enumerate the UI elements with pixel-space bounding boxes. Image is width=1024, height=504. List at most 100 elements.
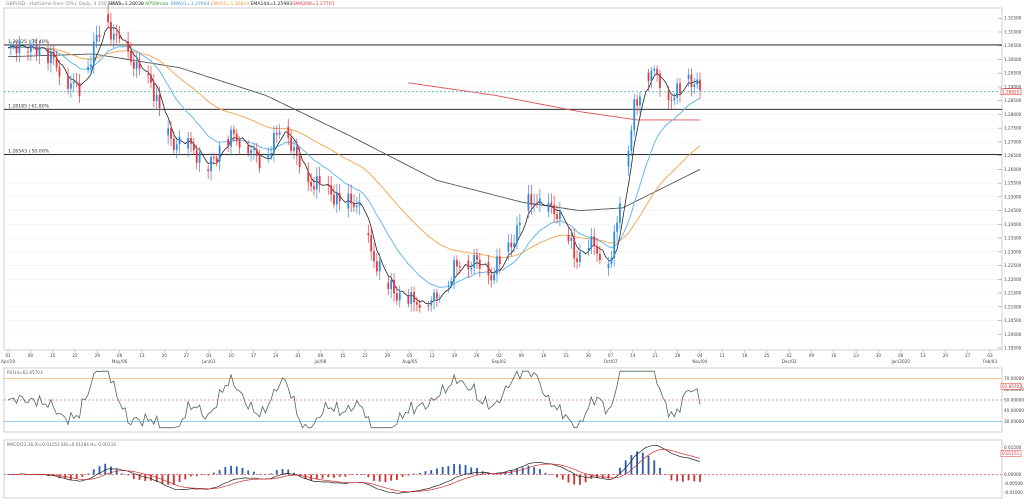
macd-hist-neg — [681, 474, 684, 482]
candle-up — [358, 201, 361, 206]
candle-up — [470, 267, 473, 270]
candle-up — [112, 33, 115, 40]
candle-down — [235, 133, 238, 141]
candle-up — [50, 51, 52, 64]
candle-down — [456, 260, 458, 267]
month-label: May/06 — [112, 359, 128, 364]
candle-up — [607, 264, 610, 269]
candle-down — [158, 94, 161, 109]
date-tick-label: 07 — [608, 353, 614, 358]
candle-down — [290, 137, 292, 151]
date-axis: 01 08 15 22 29 06 13 20 27 03 10 17 24 01 08 15 22 29 05 12… — [1, 350, 997, 364]
macd-hist-pos — [247, 470, 250, 475]
price-tick-label: 1.28000 — [1004, 112, 1022, 117]
candle-down — [599, 253, 601, 261]
date-tick-label: 21 — [653, 353, 659, 358]
candle-down — [338, 193, 341, 202]
candle-up — [473, 254, 475, 268]
candle-up — [590, 236, 593, 249]
date-tick-label: 01 — [295, 353, 301, 358]
candle-down — [170, 128, 172, 139]
macd-hist-pos — [115, 469, 118, 475]
candle-up — [496, 256, 498, 275]
candle-down — [147, 74, 150, 76]
macd-hist-pos — [544, 472, 547, 475]
candle-up — [673, 97, 676, 101]
candle-down — [636, 99, 638, 106]
ema55-line — [7, 47, 701, 259]
date-tick-label: 27 — [965, 353, 971, 358]
candle-down — [396, 293, 398, 301]
macd-hist-pos — [641, 452, 644, 475]
date-tick-label: 26 — [474, 353, 480, 358]
macd-hist-pos — [224, 467, 227, 475]
candle-up — [218, 145, 221, 162]
candle-down — [490, 275, 493, 281]
macd-value-label: 0.01151 — [1002, 451, 1020, 456]
macd-hist-neg — [664, 474, 667, 475]
candle-down — [393, 280, 395, 294]
macd-hist-neg — [687, 474, 690, 481]
candle-up — [335, 193, 338, 205]
macd-line — [7, 444, 701, 494]
macd-hist-pos — [527, 465, 530, 475]
macd-hist-pos — [121, 473, 124, 475]
sma200-line — [408, 82, 700, 121]
date-tick-label: 23 — [853, 353, 859, 358]
rsi-label: RSI14=62.85703 — [7, 370, 43, 375]
candle-down — [327, 185, 330, 187]
candle-up — [347, 193, 350, 209]
date-tick-label: 27 — [184, 353, 190, 358]
price-tick-label: 1.22500 — [1004, 263, 1022, 268]
candle-down — [138, 62, 141, 69]
macd-tick-label: 0.01500 — [1004, 445, 1022, 450]
candle-up — [447, 284, 450, 286]
date-tick-label: 15 — [340, 353, 346, 358]
macd-hist-pos — [498, 473, 501, 475]
rsi-line — [7, 370, 701, 429]
macd-hist-neg — [155, 474, 158, 482]
macd-hist-pos — [436, 468, 438, 475]
sma5-line — [7, 26, 701, 305]
date-tick-label: 04 — [697, 353, 703, 358]
macd-hist-pos — [424, 471, 427, 475]
macd-hist-neg — [327, 474, 330, 478]
candle-up — [450, 280, 453, 285]
date-tick-label: 24 — [273, 353, 279, 358]
indicator-value: SMA200=1.27701 — [293, 1, 335, 7]
candle-up — [410, 292, 413, 304]
candle-up — [250, 150, 252, 154]
candle-down — [215, 157, 218, 162]
candle-up — [390, 280, 393, 290]
macd-hist-neg — [29, 474, 32, 475]
macd-hist-neg — [167, 474, 170, 485]
candle-down — [212, 157, 215, 159]
candle-up — [187, 138, 190, 149]
candle-up — [538, 198, 541, 204]
candle-up — [587, 248, 590, 250]
candle-up — [70, 83, 72, 89]
candle-up — [616, 222, 618, 232]
macd-hist-pos — [212, 472, 215, 475]
candle-down — [353, 203, 355, 208]
candle-down — [58, 67, 61, 77]
macd-hist-pos — [413, 473, 415, 475]
macd-label: MACD(12,26,9)=0.01151 SIG=0.01284 H=-0.0… — [7, 442, 116, 447]
candlesticks — [9, 4, 701, 313]
candle-up — [278, 131, 281, 135]
candle-down — [172, 138, 175, 150]
candle-down — [656, 68, 658, 74]
price-tick-label: 1.21000 — [1004, 304, 1022, 309]
macd-hist-neg — [401, 474, 404, 477]
candle-up — [355, 205, 358, 208]
candle-down — [596, 245, 598, 254]
macd-hist-pos — [258, 474, 261, 475]
rsi-value-label: 62.85703 — [1002, 384, 1022, 389]
price-tick-label: 1.20500 — [1004, 318, 1022, 323]
rsi-tick-label: 40.00000 — [1004, 408, 1024, 413]
month-label: Feb/03 — [983, 359, 997, 364]
candle-up — [198, 152, 201, 163]
month-label: Nov/04 — [692, 359, 707, 364]
macd-hist-pos — [87, 473, 89, 475]
